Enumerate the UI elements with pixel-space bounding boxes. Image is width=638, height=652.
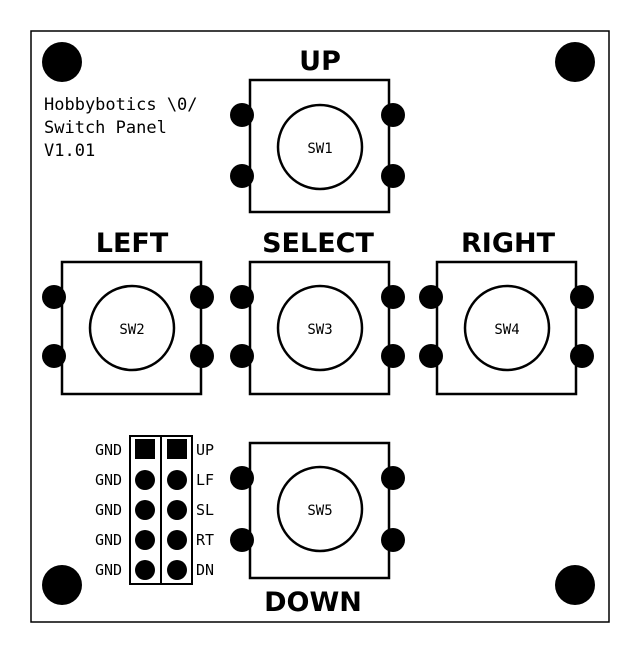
- solder-pad: [230, 103, 254, 127]
- header-left-label: GND: [95, 441, 122, 459]
- solder-pad: [42, 344, 66, 368]
- switch-sw4[interactable]: RIGHT SW4: [419, 228, 594, 396]
- header-right-label: DN: [196, 561, 214, 579]
- solder-pad: [570, 285, 594, 309]
- header-right-label: LF: [196, 471, 214, 489]
- header-left-label: GND: [95, 531, 122, 549]
- switch-sw5[interactable]: SW5 DOWN: [230, 441, 405, 618]
- mounting-hole-bottom-right: [555, 565, 595, 605]
- board-title-line1: Hobbybotics \0/: [44, 95, 198, 115]
- switch-label-select: SELECT: [262, 228, 374, 259]
- solder-pad: [381, 103, 405, 127]
- switch-actuator: [276, 103, 364, 191]
- header-pin: [135, 530, 155, 550]
- switch-sw1[interactable]: UP SW1: [230, 46, 405, 214]
- header-pin: [135, 560, 155, 580]
- board-outline: [30, 30, 610, 623]
- solder-pad: [230, 344, 254, 368]
- switch-label-down: DOWN: [264, 587, 362, 618]
- header-pin: [167, 560, 187, 580]
- switch-label-right: RIGHT: [461, 228, 556, 259]
- solder-pad: [190, 344, 214, 368]
- header-right-label: UP: [196, 441, 214, 459]
- solder-pad: [381, 528, 405, 552]
- solder-pad: [230, 466, 254, 490]
- switch-ref: SW5: [307, 503, 332, 519]
- switch-body: [435, 260, 578, 396]
- switch-ref: SW4: [494, 322, 519, 338]
- solder-pad: [570, 344, 594, 368]
- switch-label-left: LEFT: [96, 228, 169, 259]
- solder-pad: [190, 285, 214, 309]
- switch-label-up: UP: [299, 46, 341, 77]
- header-pin-square: [167, 439, 187, 459]
- switch-body: [60, 260, 203, 396]
- switch-sw2[interactable]: LEFT SW2: [42, 228, 214, 396]
- switch-body: [248, 260, 391, 396]
- pin-header: GND GND GND GND GND UP LF SL RT DN: [95, 435, 214, 585]
- board-title-line3: V1.01: [44, 141, 95, 161]
- header-pin: [167, 530, 187, 550]
- switch-ref: SW3: [307, 322, 332, 338]
- switch-actuator: [276, 465, 364, 553]
- switch-actuator: [276, 284, 364, 372]
- switch-sw3[interactable]: SELECT SW3: [230, 228, 405, 396]
- switch-body: [248, 78, 391, 214]
- solder-pad: [230, 528, 254, 552]
- switch-ref: SW2: [119, 322, 144, 338]
- header-left-label: GND: [95, 561, 122, 579]
- switch-body: [248, 441, 391, 580]
- switch-actuator: [88, 284, 176, 372]
- solder-pad: [230, 285, 254, 309]
- header-left-label: GND: [95, 501, 122, 519]
- board-title-line2: Switch Panel: [44, 118, 167, 138]
- header-pin-square: [135, 439, 155, 459]
- header-pin: [135, 500, 155, 520]
- solder-pad: [381, 285, 405, 309]
- solder-pad: [381, 466, 405, 490]
- switch-actuator: [463, 284, 551, 372]
- header-left-label: GND: [95, 471, 122, 489]
- mounting-hole-bottom-left: [42, 565, 82, 605]
- solder-pad: [419, 344, 443, 368]
- header-right-label: SL: [196, 501, 214, 519]
- header-pin: [167, 470, 187, 490]
- solder-pad: [230, 164, 254, 188]
- solder-pad: [381, 344, 405, 368]
- solder-pad: [419, 285, 443, 309]
- solder-pad: [381, 164, 405, 188]
- solder-pad: [42, 285, 66, 309]
- mounting-hole-top-right: [555, 42, 595, 82]
- header-pin: [135, 470, 155, 490]
- header-right-label: RT: [196, 531, 214, 549]
- mounting-hole-top-left: [42, 42, 82, 82]
- header-pin: [167, 500, 187, 520]
- switch-ref: SW1: [307, 141, 332, 157]
